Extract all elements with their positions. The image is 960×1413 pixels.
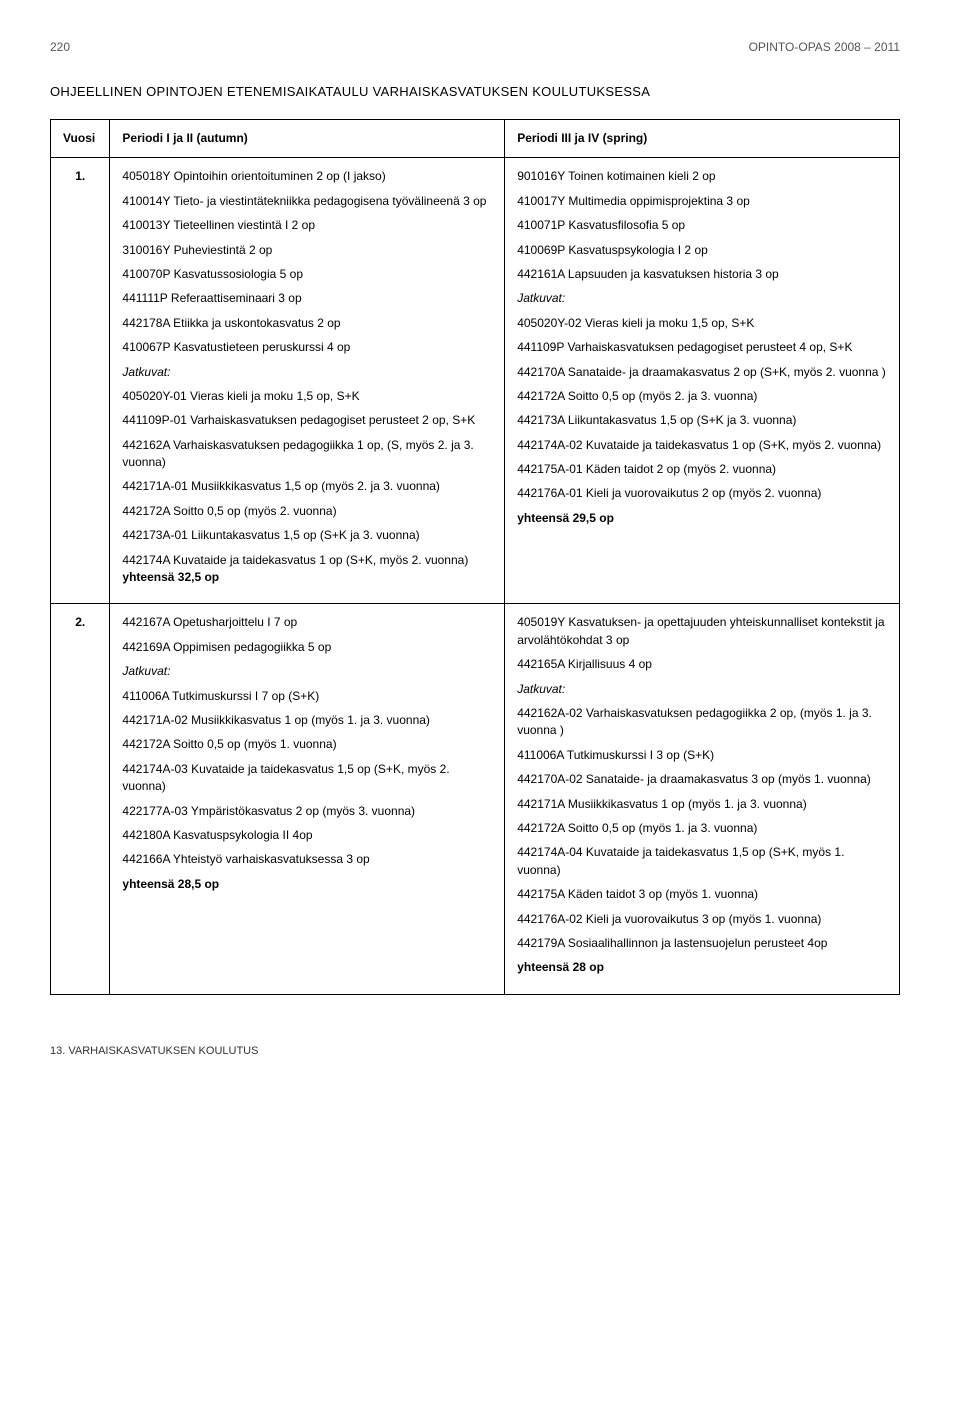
course-line: 442171A-02 Musiikkikasvatus 1 op (myös 1… [122,712,492,729]
page: VAKA 220 OPINTO-OPAS 2008 – 2011 OHJEELL… [0,0,960,1097]
course-line: 442161A Lapsuuden ja kasvatuksen histori… [517,266,887,283]
total-line: 442174A Kuvataide ja taidekasvatus 1 op … [122,552,492,587]
course-line: 410013Y Tieteellinen viestintä I 2 op [122,217,492,234]
course-line: 405018Y Opintoihin orientoituminen 2 op … [122,168,492,185]
col-right-header: Periodi III ja IV (spring) [505,120,900,158]
course-line: 410069P Kasvatuspsykologia I 2 op [517,242,887,259]
total-value: yhteensä 28 op [517,959,887,976]
course-line: 442173A Liikuntakasvatus 1,5 op (S+K ja … [517,412,887,429]
course-line: 410014Y Tieto- ja viestintätekniikka ped… [122,193,492,210]
course-line: 442173A-01 Liikuntakasvatus 1,5 op (S+K … [122,527,492,544]
course-line: 442174A-03 Kuvataide ja taidekasvatus 1,… [122,761,492,796]
course-line: 442179A Sosiaalihallinnon ja lastensuoje… [517,935,887,952]
course-line: 442162A-02 Varhaiskasvatuksen pedagogiik… [517,705,887,740]
course-line: 442171A Musiikkikasvatus 1 op (myös 1. j… [517,796,887,813]
course-line: 442175A-01 Käden taidot 2 op (myös 2. vu… [517,461,887,478]
course-line: 442169A Oppimisen pedagogiikka 5 op [122,639,492,656]
left-cell: 405018Y Opintoihin orientoituminen 2 op … [110,158,505,604]
table-header-row: Vuosi Periodi I ja II (autumn) Periodi I… [51,120,900,158]
course-line: 442172A Soitto 0,5 op (myös 2. ja 3. vuo… [517,388,887,405]
continues-label: Jatkuvat: [122,364,492,381]
course-line: 442176A-01 Kieli ja vuorovaikutus 2 op (… [517,485,887,502]
continues-label: Jatkuvat: [517,681,887,698]
continues-label: Jatkuvat: [122,663,492,680]
course-line: 442172A Soitto 0,5 op (myös 1. vuonna) [122,736,492,753]
course-line: 442170A Sanataide- ja draamakasvatus 2 o… [517,364,887,381]
schedule-table: Vuosi Periodi I ja II (autumn) Periodi I… [50,119,900,995]
course-line: 410017Y Multimedia oppimisprojektina 3 o… [517,193,887,210]
course-line: 411006A Tutkimuskurssi I 3 op (S+K) [517,747,887,764]
year-cell: 2. [51,604,110,994]
course-line: 422177A-03 Ympäristökasvatus 2 op (myös … [122,803,492,820]
course-line: 442170A-02 Sanataide- ja draamakasvatus … [517,771,887,788]
page-number: 220 [50,40,70,54]
course-line: 410067P Kasvatustieteen peruskurssi 4 op [122,339,492,356]
course-line: 441109P-01 Varhaiskasvatuksen pedagogise… [122,412,492,429]
year-cell: 1. [51,158,110,604]
course-line: 410071P Kasvatusfilosofia 5 op [517,217,887,234]
course-line: 441111P Referaattiseminaari 3 op [122,290,492,307]
course-line: 310016Y Puheviestintä 2 op [122,242,492,259]
course-line: 405020Y-02 Vieras kieli ja moku 1,5 op, … [517,315,887,332]
course-line: 442174A Kuvataide ja taidekasvatus 1 op … [122,553,468,567]
course-line: 442172A Soitto 0,5 op (myös 2. vuonna) [122,503,492,520]
course-line: 442165A Kirjallisuus 4 op [517,656,887,673]
col-left-header: Periodi I ja II (autumn) [110,120,505,158]
total-value: yhteensä 29,5 op [517,510,887,527]
table-row: 2. 442167A Opetusharjoittelu I 7 op 4421… [51,604,900,994]
course-line: 405019Y Kasvatuksen- ja opettajuuden yht… [517,614,887,649]
course-line: 442162A Varhaiskasvatuksen pedagogiikka … [122,437,492,472]
course-line: 442175A Käden taidot 3 op (myös 1. vuonn… [517,886,887,903]
course-line: 441109P Varhaiskasvatuksen pedagogiset p… [517,339,887,356]
course-line: 442180A Kasvatuspsykologia II 4op [122,827,492,844]
table-row: 1. 405018Y Opintoihin orientoituminen 2 … [51,158,900,604]
right-cell: 901016Y Toinen kotimainen kieli 2 op 410… [505,158,900,604]
course-line: 901016Y Toinen kotimainen kieli 2 op [517,168,887,185]
col-year-header: Vuosi [51,120,110,158]
course-line: 442174A-02 Kuvataide ja taidekasvatus 1 … [517,437,887,454]
total-value: yhteensä 28,5 op [122,876,492,893]
course-line: 410070P Kasvatussosiologia 5 op [122,266,492,283]
course-line: 442172A Soitto 0,5 op (myös 1. ja 3. vuo… [517,820,887,837]
running-header: 220 OPINTO-OPAS 2008 – 2011 [50,40,900,54]
course-line: 442174A-04 Kuvataide ja taidekasvatus 1,… [517,844,887,879]
course-line: 411006A Tutkimuskurssi I 7 op (S+K) [122,688,492,705]
book-title: OPINTO-OPAS 2008 – 2011 [749,40,900,54]
course-line: 442166A Yhteistyö varhaiskasvatuksessa 3… [122,851,492,868]
footer: 13. VARHAISKASVATUKSEN KOULUTUS [50,1045,900,1057]
course-line: 442176A-02 Kieli ja vuorovaikutus 3 op (… [517,911,887,928]
total-value: yhteensä 32,5 op [122,570,219,584]
right-cell: 405019Y Kasvatuksen- ja opettajuuden yht… [505,604,900,994]
course-line: 405020Y-01 Vieras kieli ja moku 1,5 op, … [122,388,492,405]
course-line: 442171A-01 Musiikkikasvatus 1,5 op (myös… [122,478,492,495]
page-title: OHJEELLINEN OPINTOJEN ETENEMISAIKATAULU … [50,84,900,99]
continues-label: Jatkuvat: [517,290,887,307]
course-line: 442167A Opetusharjoittelu I 7 op [122,614,492,631]
course-line: 442178A Etiikka ja uskontokasvatus 2 op [122,315,492,332]
left-cell: 442167A Opetusharjoittelu I 7 op 442169A… [110,604,505,994]
